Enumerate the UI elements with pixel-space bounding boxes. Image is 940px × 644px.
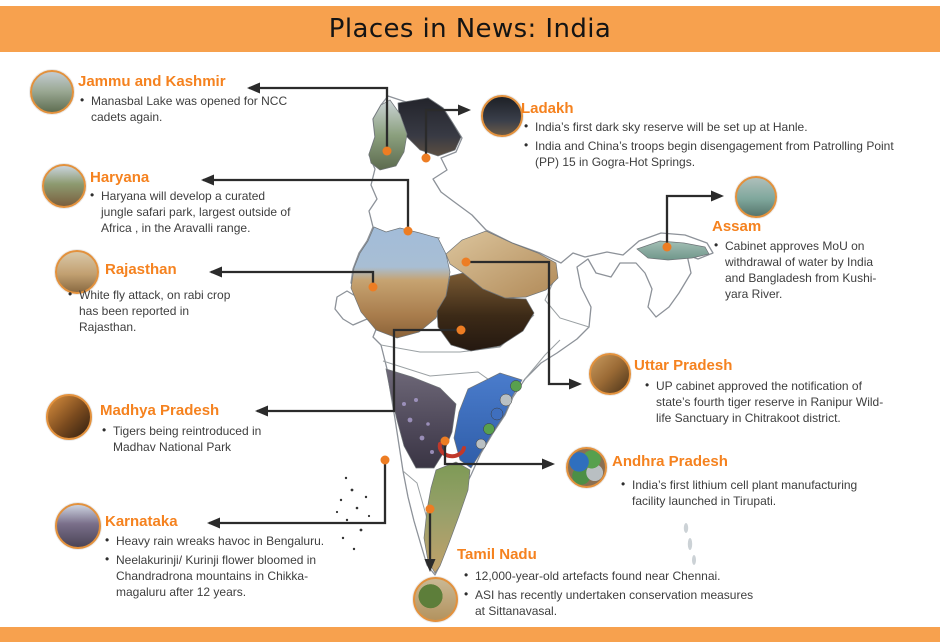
news-list-karnataka: Heavy rain wreaks havoc in Bengaluru. Ne… — [105, 532, 355, 603]
news-list-assam: Cabinet approves MoU on withdrawal of wa… — [714, 237, 924, 305]
marker-andhra-pradesh — [440, 436, 450, 446]
state-name-madhya-pradesh: Madhya Pradesh — [100, 402, 220, 419]
tigers-photo-icon — [46, 394, 92, 440]
state-name-jammu-kashmir: Jammu and Kashmir — [78, 73, 226, 90]
news-bullet: UP cabinet approved the notification of … — [645, 377, 930, 426]
connector-andhra-pradesh — [443, 445, 555, 470]
marker-madhya-pradesh — [456, 325, 466, 335]
connector-uttar-pradesh — [466, 260, 582, 390]
photo-states — [350, 97, 710, 574]
snow-trek-photo-icon — [30, 70, 74, 114]
connector-assam — [665, 190, 724, 243]
news-bullet: Tigers being reintroduced in Madhav Nati… — [102, 422, 312, 455]
marker-karnataka — [380, 455, 390, 465]
andaman-islands — [683, 523, 696, 565]
news-list-rajasthan: White fly attack, on rabi crop has been … — [68, 286, 263, 338]
news-bullet: India’s first lithium cell plant manufac… — [621, 476, 921, 509]
kurinji-flowers-photo-icon — [55, 503, 101, 549]
connector-jammu-kashmir — [247, 82, 389, 147]
page-title: Places in News: India — [328, 14, 612, 44]
news-list-jammu-kashmir: Manasbal Lake was opened for NCC cadets … — [80, 92, 310, 128]
location-markers — [368, 146, 672, 514]
river-photo-icon — [735, 176, 777, 218]
marker-assam — [662, 242, 672, 252]
state-name-rajasthan: Rajasthan — [105, 261, 177, 278]
news-list-haryana: Haryana will develop a curated jungle sa… — [90, 187, 330, 239]
news-bullet: White fly attack, on rabi crop has been … — [68, 286, 263, 335]
state-name-tamil-nadu: Tamil Nadu — [457, 546, 537, 563]
battery-collage-detail — [475, 380, 522, 450]
connector-karnataka — [207, 464, 387, 529]
footer-bar — [0, 627, 940, 642]
marker-tamil-nadu — [425, 504, 435, 514]
state-name-karnataka: Karnataka — [105, 513, 178, 530]
news-bullet: Haryana will develop a curated jungle sa… — [90, 187, 330, 236]
news-bullet: India and China’s troops begin disengage… — [524, 137, 932, 170]
connector-tamil-nadu — [424, 513, 436, 572]
connectors — [201, 82, 724, 572]
state-name-ladakh: Ladakh — [521, 100, 574, 117]
news-list-tamil-nadu: 12,000-year-old artefacts found near Che… — [464, 567, 794, 622]
marker-rajasthan — [368, 282, 378, 292]
flower-collage-detail — [402, 398, 434, 454]
news-list-madhya-pradesh: Tigers being reintroduced in Madhav Nati… — [102, 422, 312, 458]
connector-ladakh — [424, 104, 471, 154]
connector-haryana — [201, 174, 410, 227]
tiger-face-photo-icon — [589, 353, 631, 395]
marker-ladakh — [421, 153, 431, 163]
marker-uttar-pradesh — [461, 257, 471, 267]
aravalli-hills-photo-icon — [42, 164, 86, 208]
state-name-assam: Assam — [712, 218, 762, 235]
red-arc-detail — [437, 442, 466, 459]
news-list-uttar-pradesh: UP cabinet approved the notification of … — [645, 377, 930, 429]
rock-tree-photo-icon — [413, 577, 458, 622]
connector-madhya-pradesh — [255, 328, 457, 417]
news-list-andhra-pradesh: India’s first lithium cell plant manufac… — [621, 476, 921, 512]
header-bar — [0, 6, 940, 52]
state-name-haryana: Haryana — [90, 169, 150, 186]
news-list-ladakh: India’s first dark sky reserve will be s… — [524, 118, 932, 173]
news-bullet: India’s first dark sky reserve will be s… — [524, 118, 932, 135]
night-sky-photo-icon — [481, 95, 523, 137]
news-bullet: Cabinet approves MoU on withdrawal of wa… — [714, 237, 924, 302]
connector-rajasthan — [209, 266, 375, 283]
news-bullet: Manasbal Lake was opened for NCC cadets … — [80, 92, 310, 125]
state-name-andhra-pradesh: Andhra Pradesh — [612, 453, 728, 470]
news-bullet: Heavy rain wreaks havoc in Bengaluru. — [105, 532, 355, 549]
state-name-uttar-pradesh: Uttar Pradesh — [634, 357, 733, 374]
news-bullet: Neelakurinji/ Kurinji flower bloomed in … — [105, 551, 355, 600]
news-bullet: 12,000-year-old artefacts found near Che… — [464, 567, 794, 584]
marker-jammu-kashmir — [382, 146, 392, 156]
lithium-batteries-photo-icon — [566, 447, 607, 488]
marker-haryana — [403, 226, 413, 236]
news-bullet: ASI has recently undertaken conservation… — [464, 586, 794, 619]
state-photo-rajasthan — [350, 226, 451, 339]
